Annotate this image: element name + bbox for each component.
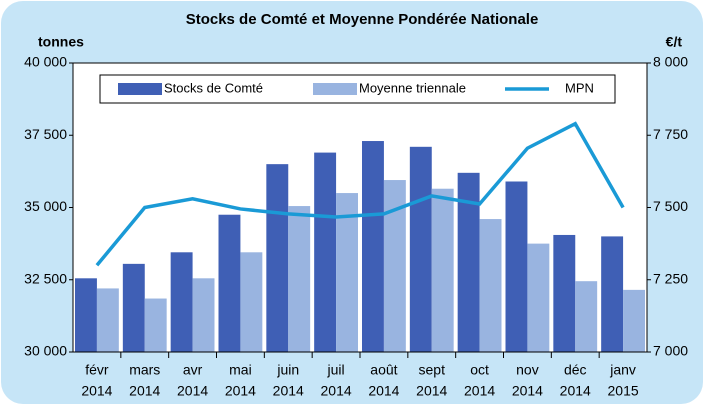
- bar: [362, 141, 384, 352]
- x-tick-label: 2014: [81, 383, 112, 399]
- bar: [457, 172, 480, 352]
- bar: [336, 193, 358, 352]
- y-axis-label: tonnes: [38, 34, 84, 50]
- y2-tick-label: 7 750: [653, 126, 688, 142]
- bar: [240, 252, 263, 352]
- x-tick-label: sept: [419, 362, 446, 378]
- y2-tick-label: 8 000: [653, 54, 688, 70]
- x-tick-label: 2014: [368, 383, 399, 399]
- x-tick-label: 2014: [273, 383, 304, 399]
- y-tick-label: 30 000: [24, 343, 67, 359]
- x-tick-label: 2015: [608, 383, 639, 399]
- y-tick-label: 32 500: [24, 270, 67, 286]
- x-tick-label: 2014: [177, 383, 208, 399]
- x-tick-label: août: [370, 362, 397, 378]
- x-tick-label: 2014: [512, 383, 543, 399]
- bar: [527, 243, 550, 352]
- x-tick-label: juin: [276, 362, 299, 378]
- chart-title: Stocks de Comté et Moyenne Pondérée Nati…: [186, 11, 539, 28]
- x-tick-label: avr: [183, 362, 203, 378]
- bar: [144, 298, 167, 352]
- x-tick-label: 2014: [225, 383, 256, 399]
- x-tick-label: oct: [470, 362, 489, 378]
- bar: [409, 146, 432, 352]
- y-tick-label: 40 000: [24, 54, 67, 70]
- bar: [479, 219, 502, 352]
- bar: [266, 164, 289, 352]
- bar: [505, 181, 528, 352]
- bar: [288, 206, 311, 352]
- x-tick-label: déc: [564, 362, 587, 378]
- x-tick-label: janv: [609, 362, 636, 378]
- x-tick-label: févr: [85, 362, 109, 378]
- bar: [192, 278, 215, 352]
- plot-border: [72, 62, 648, 353]
- x-tick-label: 2014: [560, 383, 591, 399]
- y2-tick-label: 7 250: [653, 270, 688, 286]
- bar: [601, 236, 624, 352]
- bar: [170, 252, 193, 352]
- legend-label: MPN: [565, 80, 594, 95]
- x-tick-label: nov: [516, 362, 539, 378]
- x-tick-label: 2014: [321, 383, 352, 399]
- legend-swatch: [118, 83, 162, 95]
- x-tick-label: juil: [327, 362, 345, 378]
- legend-swatch: [313, 83, 357, 95]
- legend-label: Moyenne triennale: [359, 80, 466, 95]
- bar: [122, 263, 145, 352]
- line: [95, 121, 625, 267]
- y2-axis-label: €/t: [666, 34, 683, 50]
- y-tick-label: 35 000: [24, 198, 67, 214]
- bar: [431, 188, 454, 352]
- bar: [75, 278, 97, 352]
- legend-label: Stocks de Comté: [164, 80, 263, 95]
- x-tick-label: 2014: [416, 383, 447, 399]
- y-tick-label: 37 500: [24, 126, 67, 142]
- y2-tick-label: 7 500: [653, 198, 688, 214]
- y2-tick-label: 7 000: [653, 343, 688, 359]
- bar: [218, 214, 241, 352]
- bar: [314, 152, 337, 352]
- x-tick-label: 2014: [464, 383, 495, 399]
- bar: [553, 234, 576, 352]
- x-tick-label: mars: [129, 362, 160, 378]
- x-tick-label: mai: [229, 362, 252, 378]
- bar: [96, 288, 119, 352]
- bar: [383, 180, 406, 352]
- bar: [575, 281, 598, 352]
- x-tick-label: 2014: [129, 383, 160, 399]
- bar: [623, 289, 645, 352]
